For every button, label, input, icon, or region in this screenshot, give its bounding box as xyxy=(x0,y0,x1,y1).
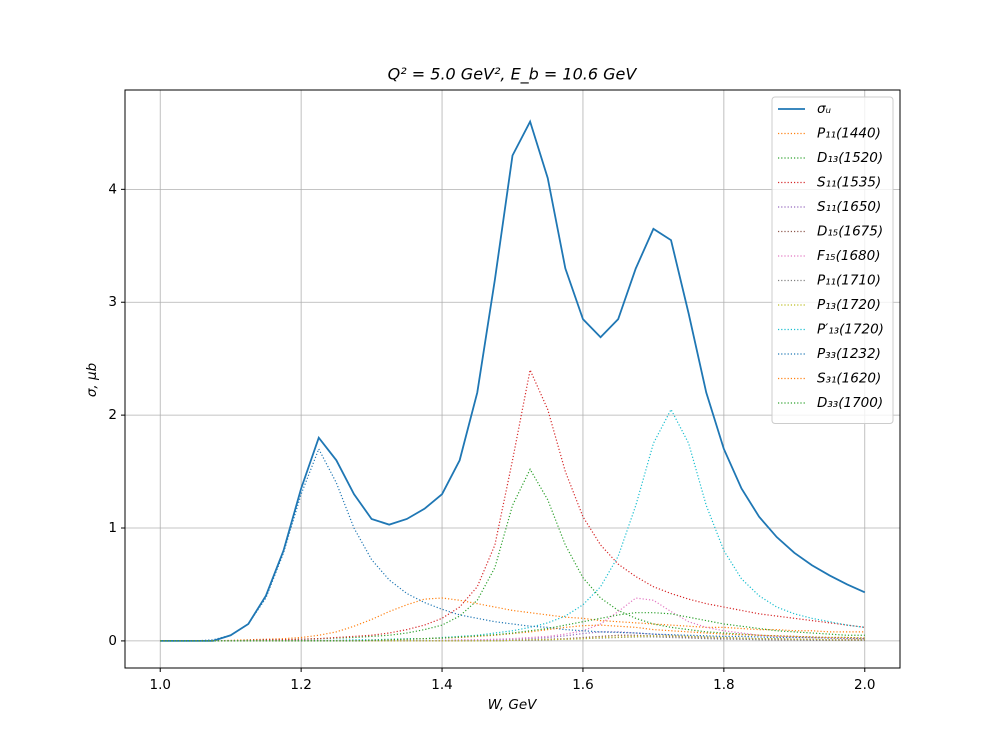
y-tick-label: 2 xyxy=(108,407,117,423)
y-tick-label: 0 xyxy=(108,633,117,649)
legend-label: S₃₁(1620) xyxy=(817,371,881,387)
legend-label: D₁₅(1675) xyxy=(817,224,883,240)
x-tick-label: 1.6 xyxy=(572,677,593,693)
series-line xyxy=(160,635,865,642)
legend-label: D₁₃(1520) xyxy=(817,150,883,166)
series-line xyxy=(160,612,865,642)
y-axis-label: σ, μb xyxy=(84,363,100,397)
legend-box xyxy=(771,96,894,424)
chart-title: Q² = 5.0 GeV², E_b = 10.6 GeV xyxy=(388,65,638,85)
legend-label: P₃₃(1232) xyxy=(817,346,881,362)
x-tick-label: 1.8 xyxy=(713,677,734,693)
series-line xyxy=(160,447,865,642)
x-tick-label: 1.4 xyxy=(431,677,452,693)
legend-label: S₁₁(1535) xyxy=(817,175,881,191)
series-line xyxy=(160,408,865,642)
x-tick-label: 1.0 xyxy=(149,677,170,693)
x-tick-label: 1.2 xyxy=(290,677,311,693)
plot-frame xyxy=(124,89,901,669)
legend-label: P₁₁(1440) xyxy=(817,126,881,142)
y-tick-label: 4 xyxy=(108,181,117,197)
legend-label: P′₁₃(1720) xyxy=(817,322,884,338)
series-line xyxy=(160,597,865,642)
series-line xyxy=(160,119,866,642)
series-line xyxy=(160,597,865,642)
legend-label: S₁₁(1650) xyxy=(817,199,881,215)
legend-label: σᵤ xyxy=(817,101,832,117)
legend-label: D₃₃(1700) xyxy=(817,395,883,411)
y-tick-label: 3 xyxy=(108,294,117,310)
legend-label: P₁₃(1720) xyxy=(817,297,881,313)
y-tick-label: 1 xyxy=(108,520,117,536)
legend-label: F₁₅(1680) xyxy=(817,248,880,264)
legend-label: P₁₁(1710) xyxy=(817,273,881,289)
x-axis-label: W, GeV xyxy=(488,697,539,713)
x-tick-label: 2.0 xyxy=(854,677,875,693)
